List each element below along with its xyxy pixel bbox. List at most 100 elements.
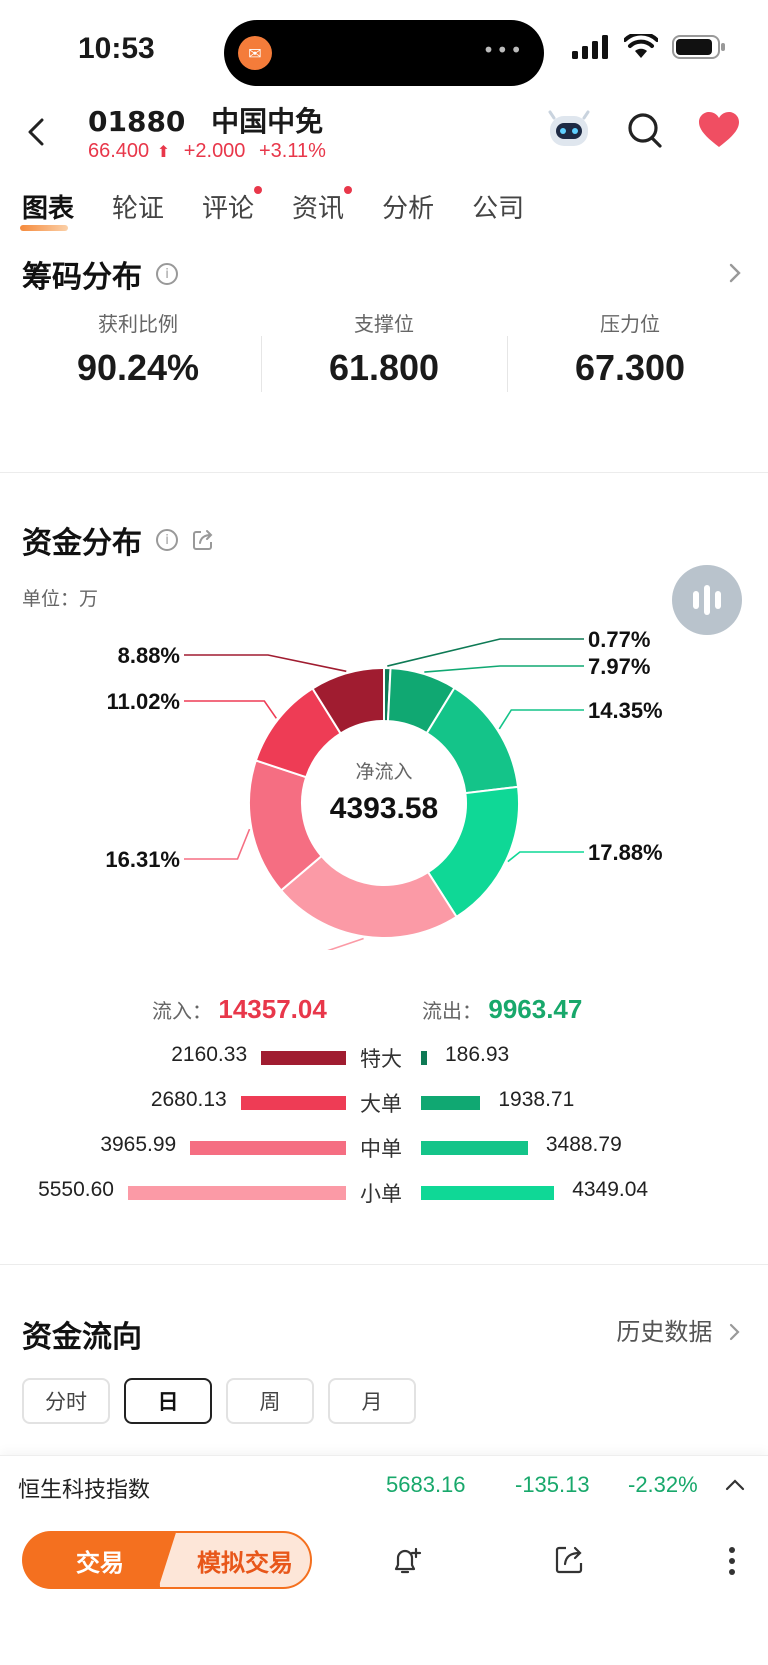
inflow-bar-value: 5550.60 (38, 1178, 114, 1201)
status-bar: 10:53 ✉ ••• (0, 0, 768, 100)
bottom-action-bar: 交易 模拟交易 (0, 1517, 768, 1665)
donut-slice-label: 7.97% (588, 654, 650, 679)
index-value: 5683.16 (386, 1472, 466, 1497)
range-month[interactable]: 月 (328, 1378, 416, 1424)
tab-comments[interactable]: 评论 (202, 186, 263, 225)
flow-section-title: 资金流向 (22, 1320, 142, 1355)
stock-change-pct: +3.11% (259, 140, 326, 162)
back-arrow-icon[interactable] (18, 112, 58, 152)
up-arrow-icon: ⬆ (156, 144, 171, 161)
fund-bar-row: 2160.33 特大 186.93 (0, 1043, 768, 1083)
dynamic-island: ✉ ••• (224, 20, 544, 86)
more-dots-icon: ••• (482, 38, 524, 62)
simulated-trade-button[interactable]: 模拟交易 (158, 1531, 312, 1589)
section-divider (0, 1264, 768, 1265)
stock-header: 01880 中国中免 66.400 ⬆ +2.000 +3.11% (0, 96, 768, 176)
chip-resistance-level: 压力位 67.300 (507, 308, 753, 392)
share-icon[interactable] (192, 529, 214, 551)
inflow-bar (261, 1051, 346, 1065)
search-icon[interactable] (626, 111, 664, 149)
index-change-pct: -2.32% (628, 1472, 698, 1497)
robot-assistant-icon[interactable] (546, 110, 592, 150)
inflow-summary: 流入： 14357.04 (152, 994, 327, 1024)
range-intraday[interactable]: 分时 (22, 1378, 110, 1424)
stock-price: 66.400 (88, 140, 150, 162)
unit-label: 单位：万 (22, 588, 99, 610)
fund-donut-chart: 0.77%7.97%14.35%17.88%22.82%16.31%11.02%… (105, 627, 663, 950)
index-name: 恒生科技指数 (18, 1478, 151, 1503)
tab-warrants[interactable]: 轮证 (112, 194, 165, 224)
donut-slice-label: 14.35% (588, 698, 663, 723)
voice-wave-button[interactable] (672, 565, 742, 635)
outflow-bar (421, 1096, 481, 1110)
chip-profit-ratio: 获利比例 90.24% (76, 312, 200, 388)
outflow-bar-value: 1938.71 (498, 1088, 575, 1111)
chevron-up-icon[interactable] (724, 1478, 746, 1492)
donut-leader-line (498, 709, 584, 730)
index-ticker-bar[interactable]: 恒生科技指数 5683.16 -135.13 -2.32% (0, 1455, 768, 1517)
outflow-summary: 流出： 9963.47 (422, 994, 583, 1024)
tab-company[interactable]: 公司 (472, 194, 525, 224)
range-selector: 分时 日 周 月 (22, 1378, 416, 1424)
bar-category-label: 中单 (360, 1137, 402, 1161)
donut-leader-line (184, 654, 347, 673)
donut-center-value: 4393.58 (330, 792, 438, 825)
stock-quote: 66.400 ⬆ +2.000 +3.11% (88, 140, 334, 163)
tab-analysis[interactable]: 分析 (382, 194, 435, 224)
bar-category-label: 大单 (360, 1092, 402, 1116)
more-options-icon[interactable] (726, 1545, 738, 1577)
share-icon[interactable] (554, 1545, 584, 1575)
donut-leader-line (184, 700, 277, 719)
outflow-bar (421, 1051, 427, 1065)
inflow-bar (190, 1141, 346, 1155)
outflow-bar-value: 3488.79 (545, 1133, 622, 1156)
outflow-total: 9963.47 (488, 994, 583, 1024)
donut-slice-label: 16.31% (105, 847, 180, 872)
stock-name: 中国中免 (211, 105, 324, 138)
donut-leader-line (387, 638, 584, 667)
history-data-link[interactable]: 历史数据 (616, 1312, 742, 1347)
chip-support-level: 支撑位 61.800 (261, 308, 507, 392)
chevron-right-icon (729, 1323, 740, 1341)
donut-slice (311, 666, 385, 735)
stock-change: +2.000 (183, 140, 246, 162)
info-icon[interactable]: i (156, 263, 178, 285)
donut-leader-line (327, 937, 364, 950)
battery-icon (672, 35, 725, 59)
trade-button[interactable]: 交易 (22, 1531, 178, 1589)
bar-category-label: 特大 (360, 1047, 402, 1071)
status-time: 10:53 (78, 32, 155, 65)
tab-chart[interactable]: 图表 (19, 188, 74, 231)
range-day[interactable]: 日 (124, 1378, 212, 1424)
stock-code: 01880 (88, 105, 186, 138)
donut-slice-label: 0.77% (588, 627, 650, 652)
donut-leader-line (184, 828, 251, 860)
inflow-bar-value: 3965.99 (100, 1133, 177, 1156)
donut-leader-line (424, 665, 584, 673)
inflow-bar (128, 1186, 346, 1200)
mail-app-icon: ✉ (238, 36, 272, 70)
chevron-right-icon[interactable] (728, 262, 742, 284)
tab-bar: 图表 轮证 评论 资讯 分析 公司 (19, 186, 525, 231)
donut-slice-label: 11.02% (107, 689, 180, 714)
bar-category-label: 小单 (360, 1182, 402, 1206)
outflow-bar (421, 1186, 555, 1200)
outflow-bar (421, 1141, 528, 1155)
donut-center-label: 净流入 (355, 761, 412, 783)
range-week[interactable]: 周 (226, 1378, 314, 1424)
fund-bar-row: 3965.99 中单 3488.79 (0, 1133, 768, 1173)
favorite-heart-icon[interactable] (698, 111, 740, 149)
chips-section-title[interactable]: 筹码分布 i (22, 252, 178, 296)
price-alert-bell-icon[interactable] (390, 1545, 422, 1577)
info-icon[interactable]: i (156, 529, 178, 551)
inflow-bar-value: 2160.33 (171, 1043, 248, 1066)
fund-bar-row: 2680.13 大单 1938.71 (0, 1088, 768, 1128)
inflow-total: 14357.04 (218, 994, 327, 1024)
tab-news[interactable]: 资讯 (292, 186, 353, 225)
status-icons (572, 34, 726, 60)
signal-icon (572, 35, 608, 59)
unread-dot (344, 186, 353, 194)
stock-title: 01880 中国中免 (88, 100, 339, 140)
section-divider (0, 472, 768, 473)
fund-bar-row: 5550.60 小单 4349.04 (0, 1178, 768, 1218)
